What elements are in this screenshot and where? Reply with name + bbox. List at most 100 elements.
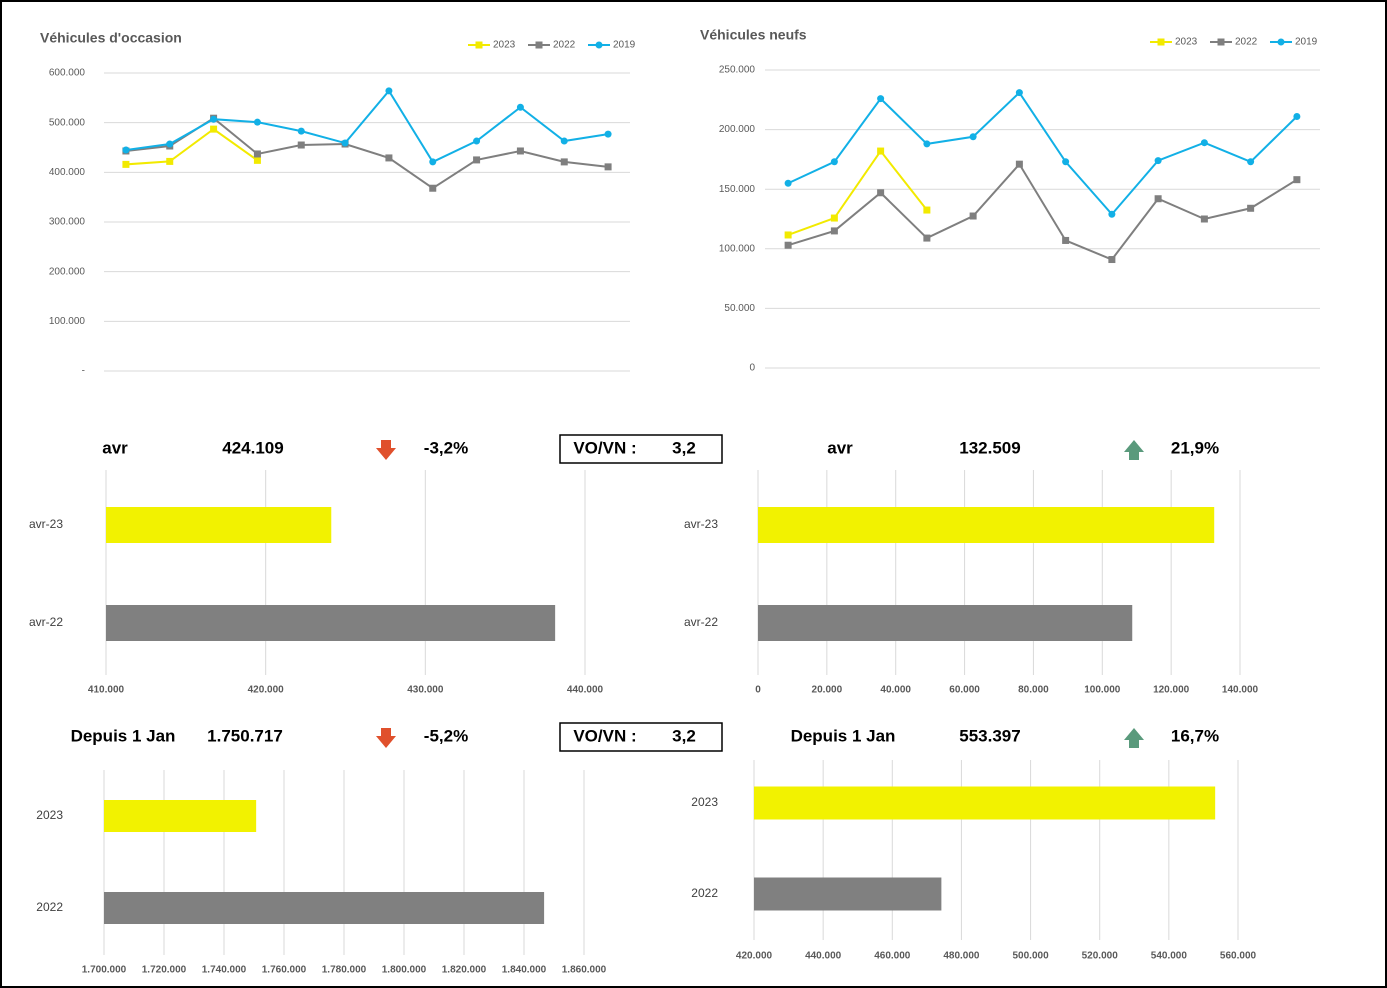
- marker: [923, 206, 931, 214]
- marker: [166, 140, 174, 148]
- y-tick-label: 600.000: [49, 68, 86, 79]
- legend-marker: [1217, 38, 1225, 46]
- category-label: avr-23: [29, 517, 63, 531]
- chart-title: Véhicules neufs: [700, 27, 807, 43]
- y-tick-label: 200.000: [49, 266, 86, 277]
- legend-label: 2022: [1235, 37, 1258, 48]
- category-label: avr-22: [684, 615, 718, 629]
- legend-marker: [535, 41, 543, 49]
- x-tick-label: 420.000: [736, 951, 773, 962]
- vn-value: 132.509: [959, 438, 1020, 457]
- period: Depuis 1 Jan: [71, 726, 176, 745]
- legend-marker: [475, 41, 483, 49]
- marker: [385, 154, 393, 162]
- y-tick-label: 100.000: [719, 243, 756, 254]
- vo-value: 1.750.717: [207, 726, 283, 745]
- x-tick-label: 440.000: [567, 685, 604, 696]
- legend-label: 2023: [493, 40, 516, 51]
- legend-marker: [1277, 38, 1285, 46]
- legend-label: 2023: [1175, 37, 1198, 48]
- marker: [1062, 158, 1070, 166]
- x-tick-label: 480.000: [943, 951, 980, 962]
- x-tick-label: 80.000: [1018, 685, 1049, 696]
- marker: [1200, 215, 1208, 223]
- vn-change: 16,7%: [1171, 726, 1219, 745]
- vo-change: -3,2%: [424, 438, 468, 457]
- chart-title: Véhicules d'occasion: [40, 30, 182, 46]
- bar: [754, 877, 942, 911]
- marker: [210, 115, 218, 123]
- y-tick-label: 50.000: [724, 303, 755, 314]
- marker: [830, 214, 838, 222]
- x-tick-label: 140.000: [1222, 685, 1259, 696]
- marker: [1015, 160, 1023, 168]
- x-tick-label: 1.800.000: [382, 965, 427, 976]
- category-label: 2023: [691, 795, 718, 809]
- marker: [1154, 157, 1162, 165]
- ratio-label: VO/VN :: [573, 726, 636, 745]
- marker: [341, 139, 349, 147]
- marker: [297, 141, 305, 149]
- marker: [429, 184, 437, 192]
- marker: [253, 118, 261, 126]
- bar: [104, 892, 545, 924]
- bar: [754, 786, 1216, 820]
- marker: [1154, 195, 1162, 203]
- x-tick-label: 100.000: [1084, 685, 1121, 696]
- marker: [473, 137, 481, 145]
- legend-label: 2022: [553, 40, 576, 51]
- marker: [877, 95, 885, 103]
- marker: [560, 158, 568, 166]
- ratio-label: VO/VN :: [573, 438, 636, 457]
- x-tick-label: 410.000: [88, 685, 125, 696]
- category-label: avr-23: [684, 517, 718, 531]
- bar: [758, 605, 1133, 641]
- y-tick-label: 100.000: [49, 316, 86, 327]
- marker: [253, 156, 261, 164]
- marker: [1200, 139, 1208, 147]
- down-arrow: [376, 440, 396, 460]
- period: avr: [827, 438, 853, 457]
- marker: [122, 146, 130, 154]
- marker: [784, 231, 792, 239]
- series-line: [125, 89, 609, 164]
- x-tick-label: 560.000: [1220, 951, 1257, 962]
- marker: [604, 163, 612, 171]
- kpi-row: avr 424.109 -3,2% VO/VN : 3,2 avr 132.50…: [102, 434, 1219, 464]
- x-tick-label: 1.780.000: [322, 965, 367, 976]
- series-line: [787, 149, 928, 236]
- marker: [1293, 112, 1301, 120]
- marker: [1015, 89, 1023, 97]
- marker: [1108, 256, 1116, 264]
- marker: [297, 127, 305, 135]
- x-tick-label: 40.000: [880, 685, 911, 696]
- vn-value: 553.397: [959, 726, 1020, 745]
- y-tick-label: 0: [749, 363, 755, 374]
- legend-marker: [1157, 38, 1165, 46]
- marker: [1062, 236, 1070, 244]
- category-label: avr-22: [29, 615, 63, 629]
- period: avr: [102, 438, 128, 457]
- y-tick-label: 250.000: [719, 65, 756, 76]
- y-tick-label: 150.000: [719, 184, 756, 195]
- x-tick-label: 540.000: [1151, 951, 1188, 962]
- marker: [516, 147, 524, 155]
- category-label: 2022: [691, 886, 718, 900]
- x-tick-label: 1.860.000: [562, 965, 607, 976]
- up-arrow: [1124, 728, 1144, 748]
- marker: [473, 156, 481, 164]
- marker: [1247, 158, 1255, 166]
- period: Depuis 1 Jan: [791, 726, 896, 745]
- marker: [784, 179, 792, 187]
- category-label: 2023: [36, 808, 63, 822]
- marker: [923, 140, 931, 148]
- y-tick-label: 400.000: [49, 167, 86, 178]
- marker: [877, 147, 885, 155]
- x-tick-label: 1.720.000: [142, 965, 187, 976]
- vn-change: 21,9%: [1171, 438, 1219, 457]
- marker: [210, 125, 218, 133]
- marker: [969, 212, 977, 220]
- marker: [1108, 210, 1116, 218]
- x-tick-label: 0: [755, 685, 761, 696]
